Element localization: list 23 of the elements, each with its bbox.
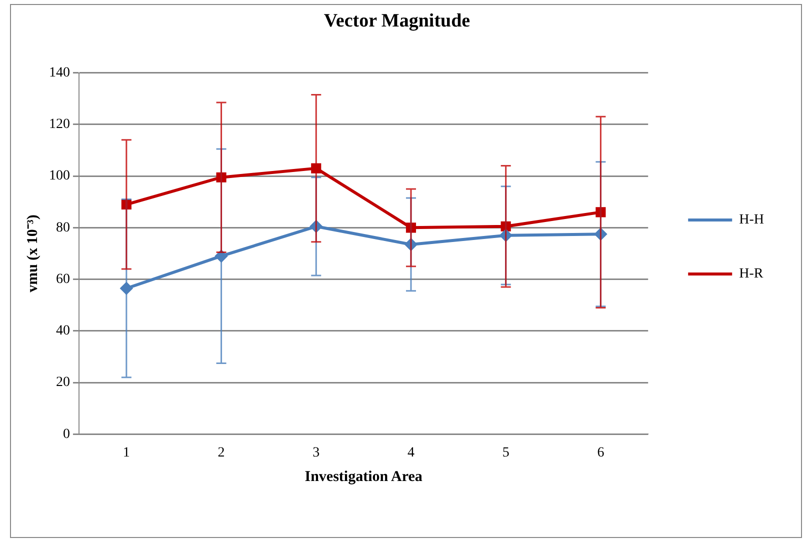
- y-tick-label: 100: [49, 168, 70, 184]
- x-tick-label: 2: [218, 445, 225, 460]
- x-axis-title: Investigation Area: [304, 468, 423, 485]
- point: [216, 172, 226, 182]
- y-tick-label: 140: [49, 65, 70, 80]
- x-tick-label: 4: [407, 445, 414, 460]
- y-tick-label: 60: [56, 272, 70, 287]
- y-tick-label: 20: [56, 375, 70, 390]
- x-tick-label: 5: [502, 445, 510, 460]
- point: [406, 222, 416, 233]
- x-tick-label: 6: [597, 445, 604, 460]
- point: [596, 207, 606, 218]
- y-tick-label: 120: [49, 117, 70, 132]
- y-axis-title: vmu (x 10⁻³): [24, 214, 41, 292]
- legend-label: H-R: [739, 266, 764, 282]
- y-tick-label: 0: [63, 426, 70, 442]
- x-tick-label: 1: [122, 445, 130, 460]
- point: [311, 163, 322, 174]
- chart-title: Vector Magnitude: [324, 10, 470, 32]
- x-tick-label: 3: [312, 445, 320, 460]
- y-tick-label: 80: [56, 220, 70, 236]
- legend-label: H-H: [739, 212, 764, 228]
- y-tick-label: 40: [56, 324, 70, 339]
